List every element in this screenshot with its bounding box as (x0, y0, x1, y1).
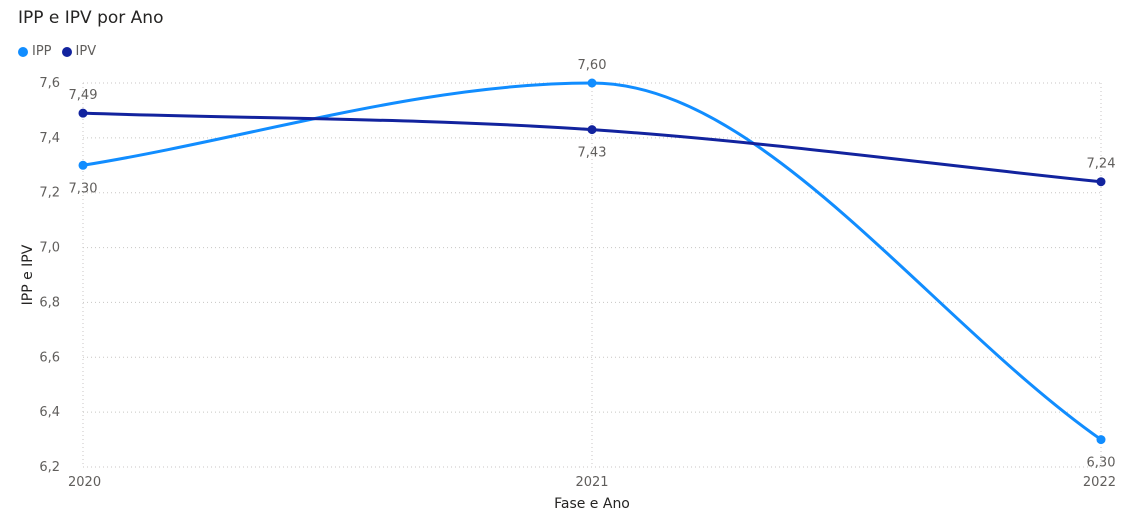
x-tick-label: 2020 (68, 475, 101, 490)
data-label-ipv: 7,43 (578, 146, 607, 161)
y-tick-label: 6,2 (39, 460, 60, 475)
y-tick-label: 6,8 (39, 295, 60, 310)
data-point-ipp[interactable] (78, 160, 88, 170)
data-label-ipp: 6,30 (1087, 456, 1116, 471)
y-tick-label: 6,4 (39, 405, 60, 420)
y-tick-label: 7,2 (39, 186, 60, 201)
y-tick-label: 7,6 (39, 76, 60, 91)
x-axis-ticks: 2020 2021 2022 (68, 475, 1116, 490)
legend-label-ipp: IPP (32, 44, 52, 59)
data-label-ipv: 7,49 (69, 88, 98, 103)
legend-marker-ipv (61, 46, 72, 57)
data-label-ipp: 7,60 (578, 58, 607, 73)
series-line-ipp (81, 81, 1103, 442)
y-tick-label: 7,0 (39, 241, 60, 256)
legend-marker-ipp (18, 46, 28, 57)
y-axis-title: IPP e IPV (20, 244, 36, 305)
x-tick-label: 2021 (575, 475, 608, 490)
legend: IPP IPV (18, 44, 100, 59)
data-point-ipp[interactable] (587, 78, 597, 88)
x-axis-title: Fase e Ano (554, 496, 630, 512)
data-point-ipp[interactable] (1096, 435, 1106, 445)
data-label-ipp: 7,30 (69, 181, 98, 196)
series-points (78, 78, 1106, 445)
x-tick-label: 2022 (1083, 475, 1116, 490)
data-label-ipv: 7,24 (1087, 157, 1116, 172)
chart-title: IPP e IPV por Ano (18, 8, 164, 28)
y-tick-label: 7,4 (39, 131, 60, 146)
data-point-ipv[interactable] (1096, 177, 1106, 187)
y-tick-label: 6,6 (39, 350, 60, 365)
gridlines (82, 82, 1102, 468)
data-point-ipv[interactable] (78, 108, 88, 118)
series-lines (81, 81, 1103, 442)
y-axis-ticks: 7,6 7,4 7,2 7,0 6,8 6,6 6,4 6,2 (39, 76, 60, 475)
data-labels: 7,30 7,49 7,60 7,43 6,30 7,24 (69, 58, 1116, 471)
legend-label-ipv: IPV (75, 44, 97, 59)
legend-item-ipp[interactable]: IPP (18, 44, 52, 59)
data-point-ipv[interactable] (587, 125, 597, 135)
legend-item-ipv[interactable]: IPV (61, 44, 97, 59)
